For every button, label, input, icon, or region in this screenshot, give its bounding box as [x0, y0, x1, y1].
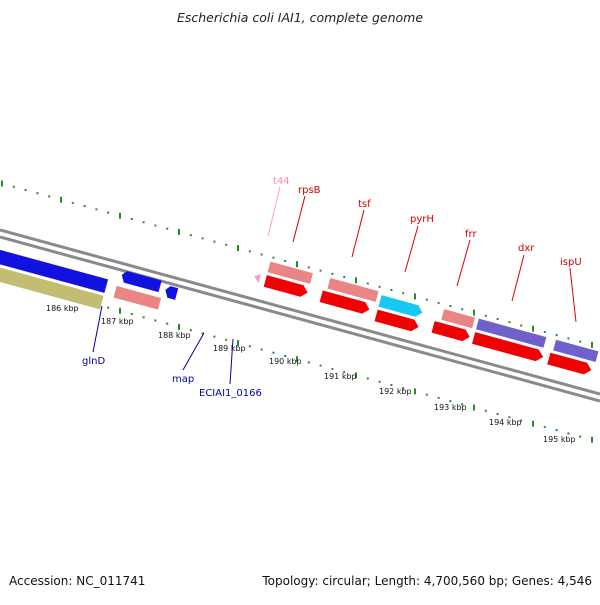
gene-feature — [475, 318, 547, 348]
gene-feature — [165, 286, 179, 300]
gene-feature — [319, 290, 370, 314]
gene-feature — [378, 295, 423, 317]
leader-line — [182, 332, 205, 371]
gene-labels-top: t44 rpsB tsf pyrH frr dxr ispU — [273, 176, 582, 268]
scale-label: 186 kbp — [46, 304, 79, 313]
gene-labels-bottom: glnD map ECIAI1_0166 — [82, 356, 262, 399]
gene-label-ECIAI1_0166: ECIAI1_0166 — [199, 388, 262, 399]
features-left — [0, 245, 109, 310]
gene-label-rpsB: rpsB — [298, 185, 321, 196]
features-right — [254, 261, 599, 375]
scale-label: 193 kbp — [434, 403, 467, 412]
backbone-line-inner — [0, 235, 600, 403]
gene-feature — [254, 274, 261, 284]
gene-label-glnD: glnD — [82, 356, 105, 367]
scale-label: 188 kbp — [158, 331, 191, 340]
accession-text: Accession: NC_011741 — [9, 574, 146, 588]
leader-line — [456, 239, 471, 287]
gene-feature — [121, 271, 162, 293]
map-title: Escherichia coli IAI1, complete genome — [176, 10, 424, 25]
outer-tick-ring — [1, 180, 593, 348]
gene-feature — [0, 245, 109, 293]
gene-label-map: map — [172, 374, 194, 385]
leader-line — [351, 209, 365, 258]
leader-line — [292, 195, 306, 243]
scale-label: 194 kbp — [489, 418, 522, 427]
leader-line — [569, 267, 577, 323]
scale-label: 192 kbp — [379, 387, 412, 396]
leader-line — [511, 254, 525, 302]
leader-line — [92, 305, 103, 353]
leader-line — [229, 338, 234, 385]
backbone-line — [0, 228, 600, 396]
scale-label: 190 kbp — [269, 357, 302, 366]
gene-label-tsf: tsf — [358, 199, 371, 210]
gene-feature — [431, 321, 470, 342]
gene-label-t44: t44 — [273, 176, 290, 187]
gene-feature — [374, 309, 419, 332]
gene-feature — [441, 309, 476, 329]
gene-label-dxr: dxr — [518, 243, 535, 254]
gene-feature — [263, 275, 308, 297]
scale-label: 189 kbp — [213, 344, 246, 353]
leader-line — [267, 186, 281, 237]
gene-feature — [553, 339, 599, 362]
gene-feature — [547, 352, 592, 375]
scale-label: 187 kbp — [101, 317, 134, 326]
gene-feature — [0, 257, 104, 310]
gene-label-frr: frr — [465, 229, 477, 240]
gene-label-ispU: ispU — [560, 257, 582, 268]
summary-text: Topology: circular; Length: 4,700,560 bp… — [262, 574, 592, 588]
scale-labels: 186 kbp 187 kbp 188 kbp 189 kbp 190 kbp 191 k… — [46, 304, 576, 444]
gene-label-pyrH: pyrH — [410, 214, 434, 225]
leader-line — [404, 225, 419, 273]
gene-feature — [113, 285, 162, 310]
scale-label: 191 kbp — [324, 372, 357, 381]
gene-feature — [327, 278, 379, 302]
gene-feature — [472, 332, 544, 362]
label-leaders — [92, 186, 577, 385]
features-mid — [113, 271, 179, 310]
scale-label: 195 kbp — [543, 435, 576, 444]
gene-feature — [267, 261, 313, 284]
inner-tick-ring — [1, 275, 593, 443]
